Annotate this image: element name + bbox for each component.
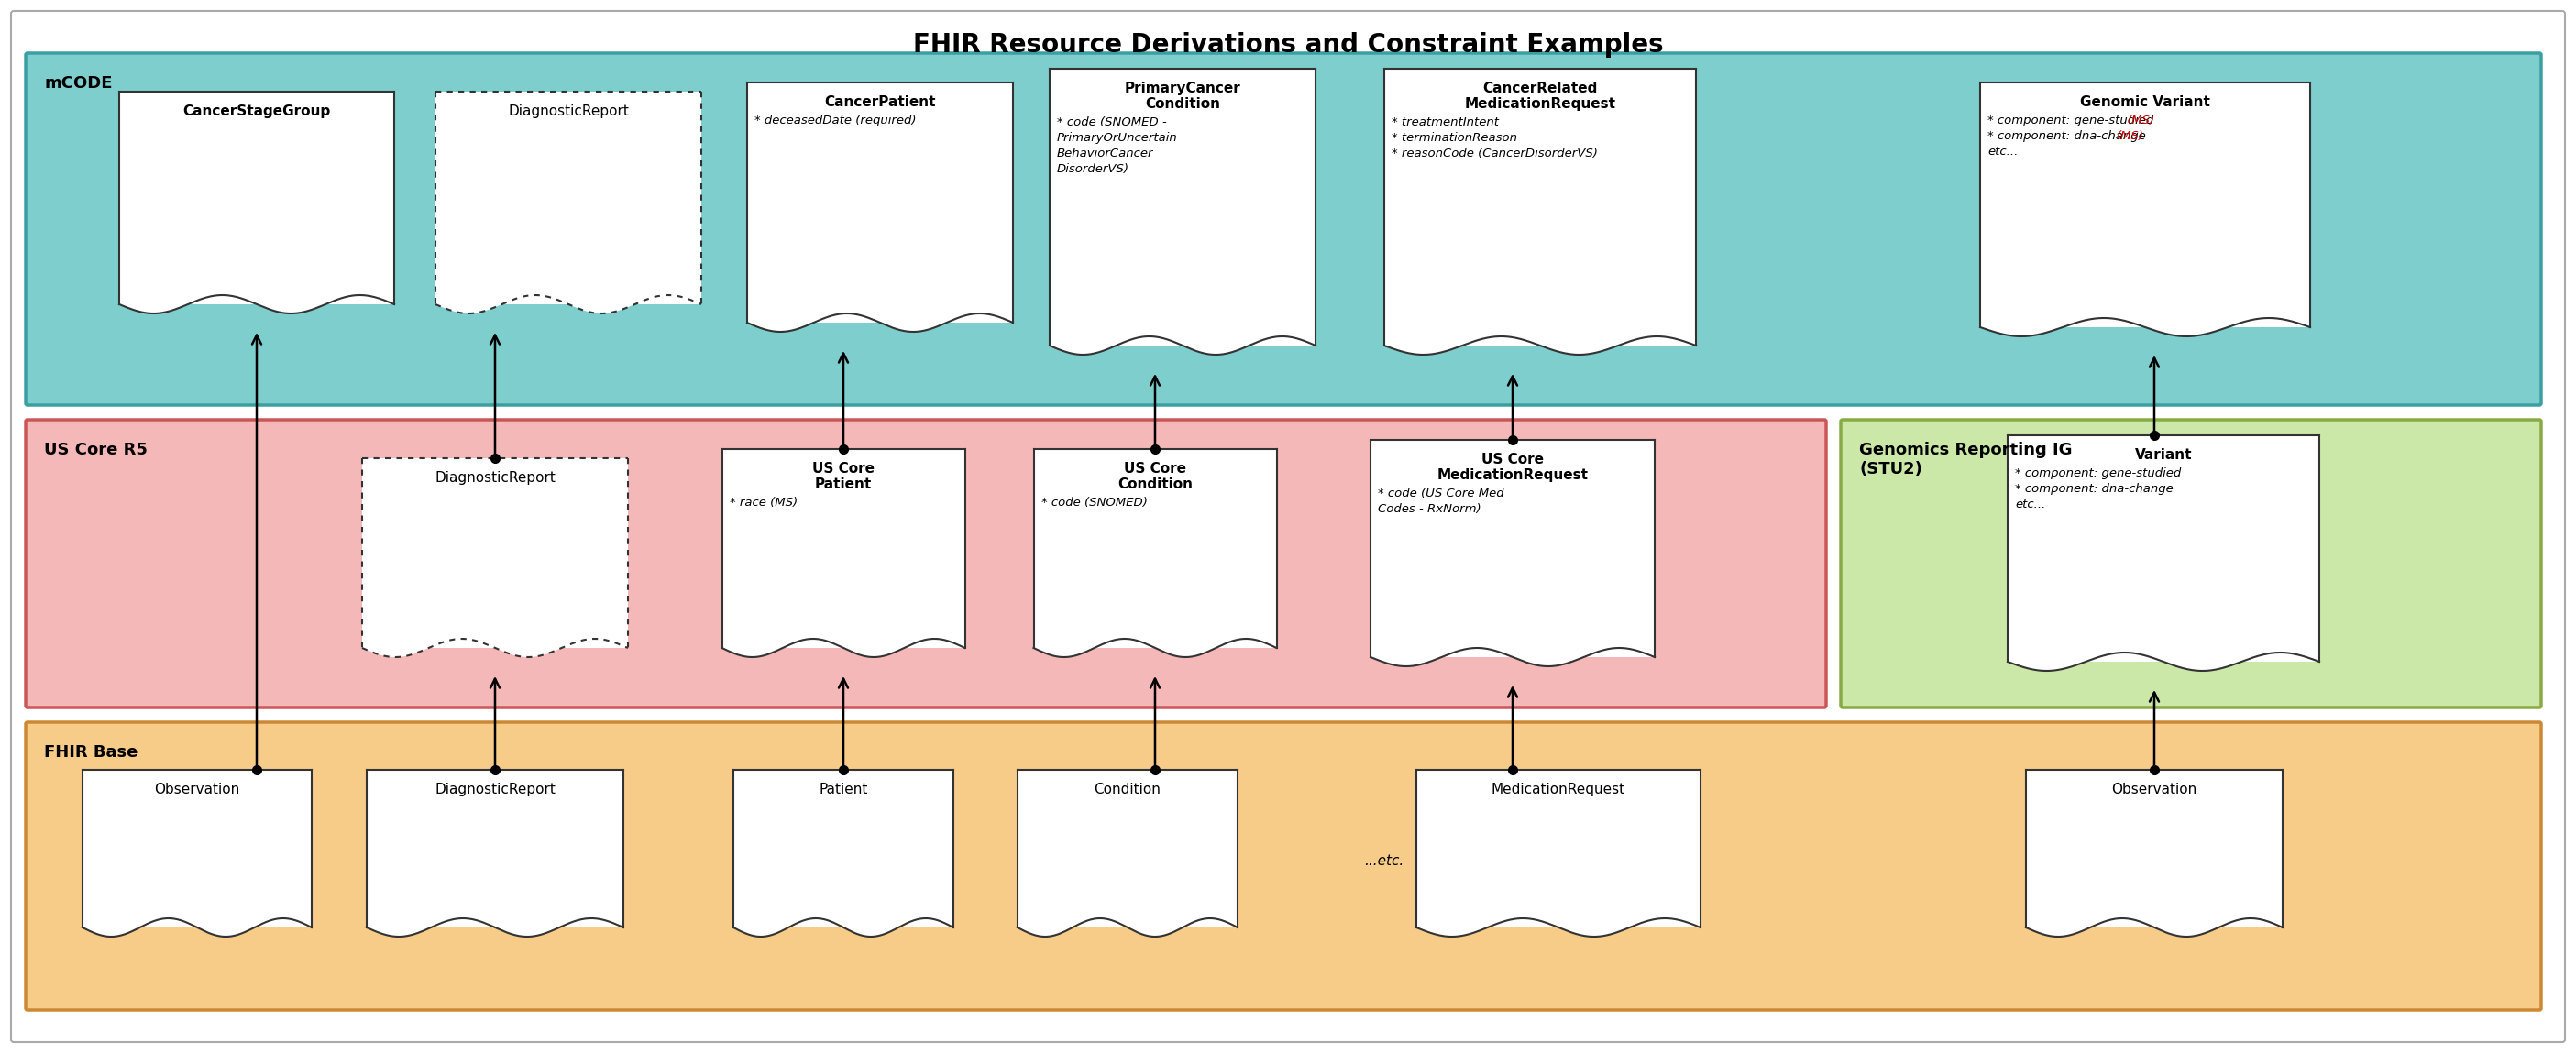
Text: US Core
MedicationRequest: US Core MedicationRequest <box>1437 453 1589 482</box>
Polygon shape <box>435 295 701 314</box>
Polygon shape <box>1033 449 1278 648</box>
Polygon shape <box>2007 653 2318 671</box>
Text: FHIR Base: FHIR Base <box>44 744 139 760</box>
Text: * deceasedDate (required): * deceasedDate (required) <box>755 115 917 126</box>
Text: * component: gene-studied: * component: gene-studied <box>1989 115 2159 126</box>
FancyBboxPatch shape <box>26 722 2540 1010</box>
Polygon shape <box>747 314 1012 332</box>
Text: * code (US Core Med: * code (US Core Med <box>1378 488 1504 499</box>
Text: DisorderVS): DisorderVS) <box>1056 163 1128 176</box>
Text: CancerPatient: CancerPatient <box>824 96 935 110</box>
Polygon shape <box>118 295 394 314</box>
Polygon shape <box>1018 770 1236 928</box>
Polygon shape <box>366 770 623 928</box>
Polygon shape <box>1018 918 1236 936</box>
Polygon shape <box>1981 318 2311 336</box>
Polygon shape <box>747 82 1012 322</box>
Polygon shape <box>435 92 701 304</box>
Polygon shape <box>1033 639 1278 657</box>
Polygon shape <box>366 918 623 936</box>
Polygon shape <box>721 449 966 648</box>
Polygon shape <box>118 92 394 304</box>
Polygon shape <box>1981 82 2311 327</box>
Text: DiagnosticReport: DiagnosticReport <box>435 782 556 796</box>
Text: Codes - RxNorm): Codes - RxNorm) <box>1378 503 1481 515</box>
FancyBboxPatch shape <box>26 420 1826 708</box>
Text: Patient: Patient <box>819 782 868 796</box>
Polygon shape <box>1417 770 1700 928</box>
Polygon shape <box>1048 68 1316 345</box>
Text: BehaviorCancer: BehaviorCancer <box>1056 147 1154 160</box>
Text: Observation: Observation <box>2112 782 2197 796</box>
Text: Variant: Variant <box>2136 449 2192 462</box>
Text: Condition: Condition <box>1095 782 1162 796</box>
Text: US Core
Patient: US Core Patient <box>811 462 876 492</box>
Text: MedicationRequest: MedicationRequest <box>1492 782 1625 796</box>
Polygon shape <box>721 639 966 657</box>
Text: * terminationReason: * terminationReason <box>1391 133 1517 144</box>
Text: * component: dna-change: * component: dna-change <box>1989 131 2151 142</box>
Text: US Core
Condition: US Core Condition <box>1118 462 1193 492</box>
Text: ...etc.: ...etc. <box>1365 855 1404 869</box>
Text: Observation: Observation <box>155 782 240 796</box>
Polygon shape <box>363 639 629 657</box>
Text: * treatmentIntent: * treatmentIntent <box>1391 117 1499 128</box>
Text: * code (SNOMED -: * code (SNOMED - <box>1056 117 1167 128</box>
Polygon shape <box>82 770 312 928</box>
Text: etc...: etc... <box>1989 146 2017 158</box>
Text: * race (MS): * race (MS) <box>729 497 796 509</box>
Text: PrimaryOrUncertain: PrimaryOrUncertain <box>1056 133 1177 144</box>
Text: etc...: etc... <box>2014 499 2045 511</box>
Text: DiagnosticReport: DiagnosticReport <box>507 104 629 118</box>
FancyBboxPatch shape <box>26 53 2540 405</box>
Polygon shape <box>734 770 953 928</box>
Text: (MS): (MS) <box>2117 131 2146 142</box>
FancyBboxPatch shape <box>10 11 2566 1042</box>
Text: US Core R5: US Core R5 <box>44 441 147 458</box>
Text: Genomics Reporting IG
(STU2): Genomics Reporting IG (STU2) <box>1860 441 2071 477</box>
Text: (MS): (MS) <box>2128 115 2156 126</box>
Polygon shape <box>1370 440 1654 657</box>
Polygon shape <box>1370 648 1654 667</box>
FancyBboxPatch shape <box>1842 420 2540 708</box>
Text: CancerRelated
MedicationRequest: CancerRelated MedicationRequest <box>1466 81 1615 112</box>
Text: * component: gene-studied: * component: gene-studied <box>2014 468 2182 479</box>
Text: Genomic Variant: Genomic Variant <box>2079 96 2210 110</box>
Polygon shape <box>1383 336 1695 355</box>
Text: * code (SNOMED): * code (SNOMED) <box>1041 497 1146 509</box>
Polygon shape <box>734 918 953 936</box>
Polygon shape <box>363 458 629 648</box>
Polygon shape <box>2007 435 2318 661</box>
Polygon shape <box>82 918 312 936</box>
Text: DiagnosticReport: DiagnosticReport <box>435 471 556 484</box>
Text: * reasonCode (CancerDisorderVS): * reasonCode (CancerDisorderVS) <box>1391 147 1597 160</box>
Text: PrimaryCancer
Condition: PrimaryCancer Condition <box>1126 81 1242 112</box>
Polygon shape <box>2025 770 2282 928</box>
Text: * component: dna-change: * component: dna-change <box>2014 483 2174 495</box>
Polygon shape <box>1417 918 1700 936</box>
Text: mCODE: mCODE <box>44 75 113 92</box>
Text: CancerStageGroup: CancerStageGroup <box>183 104 330 118</box>
Text: FHIR Resource Derivations and Constraint Examples: FHIR Resource Derivations and Constraint… <box>912 32 1664 58</box>
Polygon shape <box>1048 336 1316 355</box>
Polygon shape <box>1383 68 1695 345</box>
Polygon shape <box>2025 918 2282 936</box>
